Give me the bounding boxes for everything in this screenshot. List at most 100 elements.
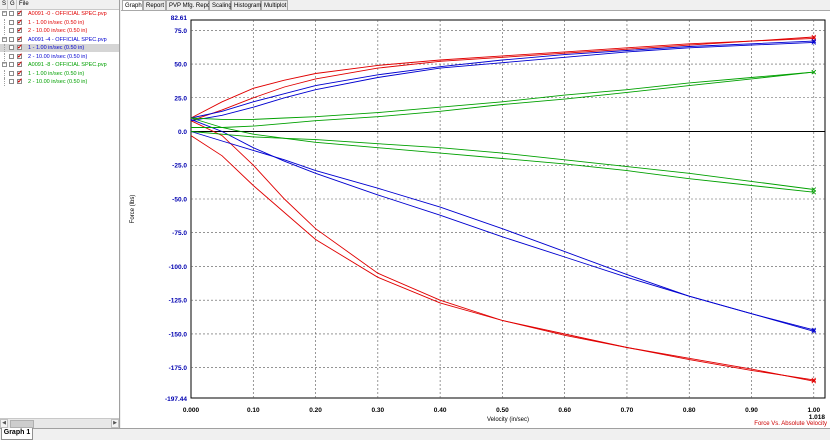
graph-checkbox[interactable] [17,45,22,50]
y-tick-label: -175.0 [169,365,188,372]
series-end-marker [811,328,817,334]
graph-checkbox[interactable] [17,79,22,84]
tree-file-node[interactable]: − ✓ A0091 -8 - OFFICIAL SPEC.pvp [0,61,119,69]
tree-test-node[interactable]: ✓ 1 - 1.00 in/sec (0.50 in) [0,18,119,27]
show-checkbox[interactable] [9,53,14,59]
tree-connector [4,78,8,86]
series-line [190,40,814,119]
x-tick-label: 0.60 [558,407,571,414]
tree-item-label: A0091 -4 - OFFICIAL SPEC.pvp [28,36,107,43]
series-end-marker [811,377,817,383]
tab-graph[interactable]: Graph [122,0,143,11]
tree-connector [4,18,8,27]
checkmark-icon: ✓ [17,44,23,51]
y-tick-label: 50.0 [174,62,187,69]
series-end-marker [811,40,817,45]
x-tick-label: 0.80 [683,407,696,414]
series-line [190,135,814,382]
force-velocity-chart: 0.10 0.20 0.30 0.40 0.50 0.60 0.70 0.80 0.90 1.00… [130,15,827,427]
tab-report[interactable]: Report [143,0,166,10]
y-tick-label: -100.0 [169,264,188,271]
y-tick-label: 75.0 [174,28,187,35]
series-end-marker [811,189,817,195]
x-tick-label: 0.90 [745,407,758,414]
scroll-left-icon[interactable]: ◀ [0,419,8,428]
y-tick-label: -75.0 [172,230,187,237]
checkmark-icon: ✓ [17,27,23,34]
graph-checkbox[interactable] [17,36,22,42]
tree-test-node[interactable]: ✓ 1 - 1.00 in/sec (0.50 in) [0,69,119,78]
checkmark-icon: ✓ [17,52,23,60]
horizontal-scrollbar[interactable]: ◀ ▶ [0,418,119,428]
tree-connector [4,52,8,61]
series-line [190,41,814,122]
collapse-icon[interactable]: − [2,61,7,67]
column-header-graph[interactable]: G [8,0,17,9]
tree-connector [4,44,8,52]
tree-item-label: 1 - 1.00 in/sec (0.50 in) [28,45,85,51]
column-header-show[interactable]: S [2,0,8,9]
series-end-marker [811,378,817,384]
show-checkbox[interactable] [9,79,14,84]
checkmark-icon: ✓ [17,69,23,77]
series-line [190,118,814,331]
x-tick-label: 0.40 [434,407,447,414]
checkmark-icon: ✓ [17,18,23,26]
collapse-icon[interactable]: − [2,10,7,16]
show-checkbox[interactable] [9,36,14,42]
show-checkbox[interactable] [9,19,14,25]
tab-histogram[interactable]: Histogram [231,0,261,10]
graph-checkbox[interactable] [17,53,22,59]
tree-test-node[interactable]: ✓ 2 - 10.00 in/sec (0.50 in) [0,52,119,61]
show-checkbox[interactable] [9,11,14,16]
tree-test-node[interactable]: ✓ 1 - 1.00 in/sec (0.50 in) [0,44,119,52]
y-min-label: -197.44 [165,396,187,403]
y-tick-label: -125.0 [169,298,188,305]
y-tick-label: -50.0 [172,196,187,203]
scroll-thumb[interactable] [10,420,34,428]
graph-checkbox[interactable] [17,19,22,25]
scroll-right-icon[interactable]: ▶ [111,419,119,428]
tree-item-label: A0091 -0 - OFFICIAL SPEC.pvp [28,11,107,17]
x-tick-label: 0.50 [496,407,509,414]
tree-test-node[interactable]: ✓ 2 - 10.00 in/sec (0.50 in) [0,27,119,35]
series-line [191,71,814,128]
plot-frame [190,19,826,399]
tab-scaling[interactable]: Scaling [209,0,232,10]
tree-file-node[interactable]: − ✓ A0091 -4 - OFFICIAL SPEC.pvp [0,36,119,44]
graph-checkbox[interactable] [17,70,22,76]
y-tick-label: -150.0 [169,331,188,338]
checkmark-icon: ✓ [17,35,23,43]
tree-header: S G File [0,0,119,10]
collapse-icon[interactable]: − [2,35,7,42]
y-tick-label: -25.0 [172,163,187,170]
x-tick-label: 0.10 [247,407,260,414]
tab-pvp-mfg-report[interactable]: PVP Mfg. Report [166,0,214,10]
checkmark-icon: ✓ [17,10,23,17]
column-header-file[interactable]: File [19,1,29,7]
tab-multiplot[interactable]: Multiplot [261,0,288,10]
tab-graph-1[interactable]: Graph 1 [1,428,33,440]
tree-file-node[interactable]: − ✓ A0091 -0 - OFFICIAL SPEC.pvp [0,10,119,18]
series-end-marker [811,327,817,333]
graph-checkbox[interactable] [17,28,22,33]
graph-area: 0.10 0.20 0.30 0.40 0.50 0.60 0.70 0.80 0.90 1.00… [121,10,830,429]
tree-test-node[interactable]: ✓ 2 - 10.00 in/sec (0.50 in) [0,78,119,86]
show-checkbox[interactable] [9,45,14,50]
file-tree-panel: S G File − ✓ A0091 -0 - OFFICIAL SPEC.pvp ✓… [0,0,120,428]
show-checkbox[interactable] [9,62,14,67]
show-checkbox[interactable] [9,28,14,33]
show-checkbox[interactable] [9,70,14,76]
bottom-strip [0,428,830,440]
x-axis-label: Velocity (in/sec) [487,417,529,423]
tree-item-label: 1 - 1.00 in/sec (0.50 in) [28,70,85,77]
graph-checkbox[interactable] [17,62,22,67]
x-tick-label: 0.20 [309,407,322,414]
chart-caption: Force Vs. Absolute Velocity [754,421,827,427]
graph-checkbox[interactable] [17,11,22,16]
checkmark-icon: ✓ [17,61,23,68]
y-tick-label: 0.0 [178,129,187,136]
series-line [190,37,814,122]
checkmark-icon: ✓ [17,78,23,85]
series-line [190,117,814,193]
